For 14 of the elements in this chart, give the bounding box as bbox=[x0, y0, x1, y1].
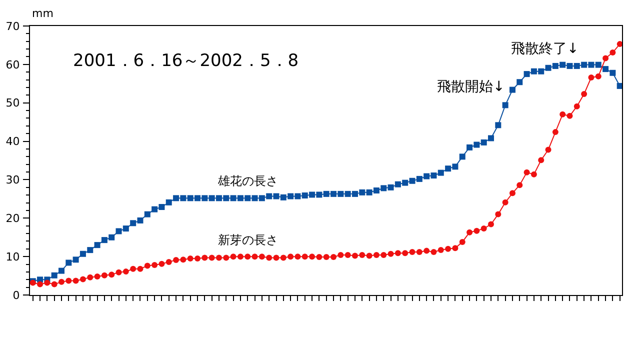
series-label: 新芽の長さ bbox=[218, 233, 278, 247]
annotation: 2001．6．16～2002．5．8 bbox=[73, 51, 299, 71]
y-tick-label: 30 bbox=[6, 174, 20, 187]
y-tick-label: 10 bbox=[6, 250, 20, 264]
y-tick-label: 0 bbox=[12, 288, 20, 302]
y-tick-label: 50 bbox=[6, 96, 20, 110]
y-axis-title: mm bbox=[32, 7, 54, 20]
annotation: 飛散開始↓ bbox=[437, 79, 505, 95]
y-tick-label: 20 bbox=[6, 212, 20, 225]
series-label: 雄花の長さ bbox=[217, 174, 278, 188]
y-tick-label: 40 bbox=[6, 135, 20, 148]
y-tick-label: 70 bbox=[6, 20, 20, 33]
annotation: 飛散終了↓ bbox=[511, 41, 579, 57]
y-tick-label: 60 bbox=[6, 58, 20, 72]
